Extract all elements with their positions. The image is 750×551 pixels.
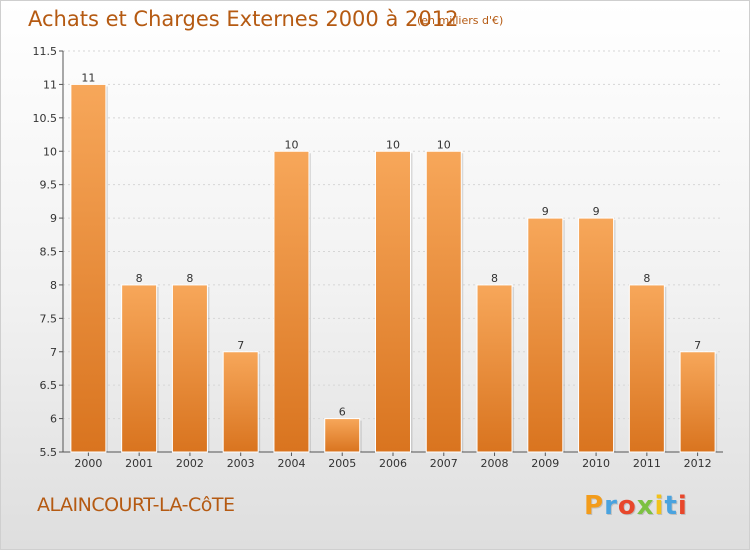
bar (171, 284, 208, 453)
logo-letter: t (664, 491, 678, 521)
bar (375, 150, 411, 453)
chart-title: Achats et Charges Externes 2000 à 2012 (28, 7, 459, 31)
bar-value-label: 9 (593, 205, 600, 218)
x-tick-label: 2004 (277, 457, 305, 470)
y-tick-label: 7.5 (40, 312, 58, 325)
x-tick-label: 2003 (227, 457, 255, 470)
x-tick-label: 2007 (430, 457, 458, 470)
y-tick-label: 7 (50, 346, 57, 359)
bar-value-label: 8 (186, 272, 193, 285)
logo-letter: x (636, 491, 655, 521)
logo-letter: i (677, 491, 688, 521)
logo-letter: r (604, 491, 618, 521)
bar (273, 150, 310, 453)
logo-letter: P (584, 491, 605, 521)
bar (578, 217, 615, 453)
y-tick-label: 11.5 (33, 45, 58, 58)
x-tick-label: 2011 (633, 457, 661, 470)
y-tick-label: 5.5 (40, 446, 58, 459)
bar (222, 351, 259, 453)
x-tick-label: 2008 (481, 457, 509, 470)
bar (324, 418, 361, 453)
bar (628, 284, 665, 453)
y-tick-label: 9.5 (40, 179, 58, 192)
x-tick-label: 2001 (125, 457, 153, 470)
bar (425, 150, 462, 453)
y-tick-label: 9 (50, 212, 57, 225)
x-tick-label: 2009 (531, 457, 559, 470)
y-tick-label: 6.5 (40, 379, 58, 392)
y-tick-label: 8.5 (40, 246, 58, 259)
logo-letter: o (617, 491, 637, 521)
bar (121, 284, 158, 453)
y-tick-label: 10 (43, 145, 57, 158)
bar-value-label: 10 (437, 138, 451, 151)
bar (679, 351, 716, 453)
bar-value-label: 10 (386, 138, 400, 151)
y-tick-label: 11 (43, 78, 57, 91)
bar (70, 83, 107, 453)
x-tick-label: 2012 (684, 457, 712, 470)
bar (476, 284, 513, 453)
bar-value-label: 7 (694, 339, 701, 352)
bar-value-label: 6 (339, 406, 346, 419)
commune-name: ALAINCOURT-LA-CôTE (37, 494, 235, 516)
x-tick-label: 2010 (582, 457, 610, 470)
chart-subtitle: (en milliers d'€) (417, 14, 504, 27)
x-tick-label: 2006 (379, 457, 407, 470)
bar-value-label: 9 (542, 205, 549, 218)
logo-letter: i (654, 491, 665, 521)
bar-value-label: 8 (491, 272, 498, 285)
x-tick-label: 2002 (176, 457, 204, 470)
proxiti-logo: Proxiti (584, 491, 688, 521)
bar-value-label: 8 (643, 272, 650, 285)
bar-value-label: 8 (136, 272, 143, 285)
bar (527, 217, 564, 453)
y-tick-label: 8 (50, 279, 57, 292)
bar-value-label: 7 (237, 339, 244, 352)
bars (70, 83, 718, 453)
bar-value-label: 10 (284, 138, 298, 151)
y-tick-label: 10.5 (33, 112, 58, 125)
bar-value-label: 11 (81, 71, 95, 84)
x-tick-label: 2005 (328, 457, 356, 470)
x-tick-label: 2000 (74, 457, 102, 470)
y-tick-label: 6 (50, 413, 57, 426)
value-labels: 11 8 8 7 10 6 10 10 8 9 9 8 7 (81, 71, 701, 418)
axes: 5.5 6 6.5 7 7.5 8 8.5 9 9.5 10 10.5 11 11.5 2000 2001 2… (33, 45, 723, 470)
